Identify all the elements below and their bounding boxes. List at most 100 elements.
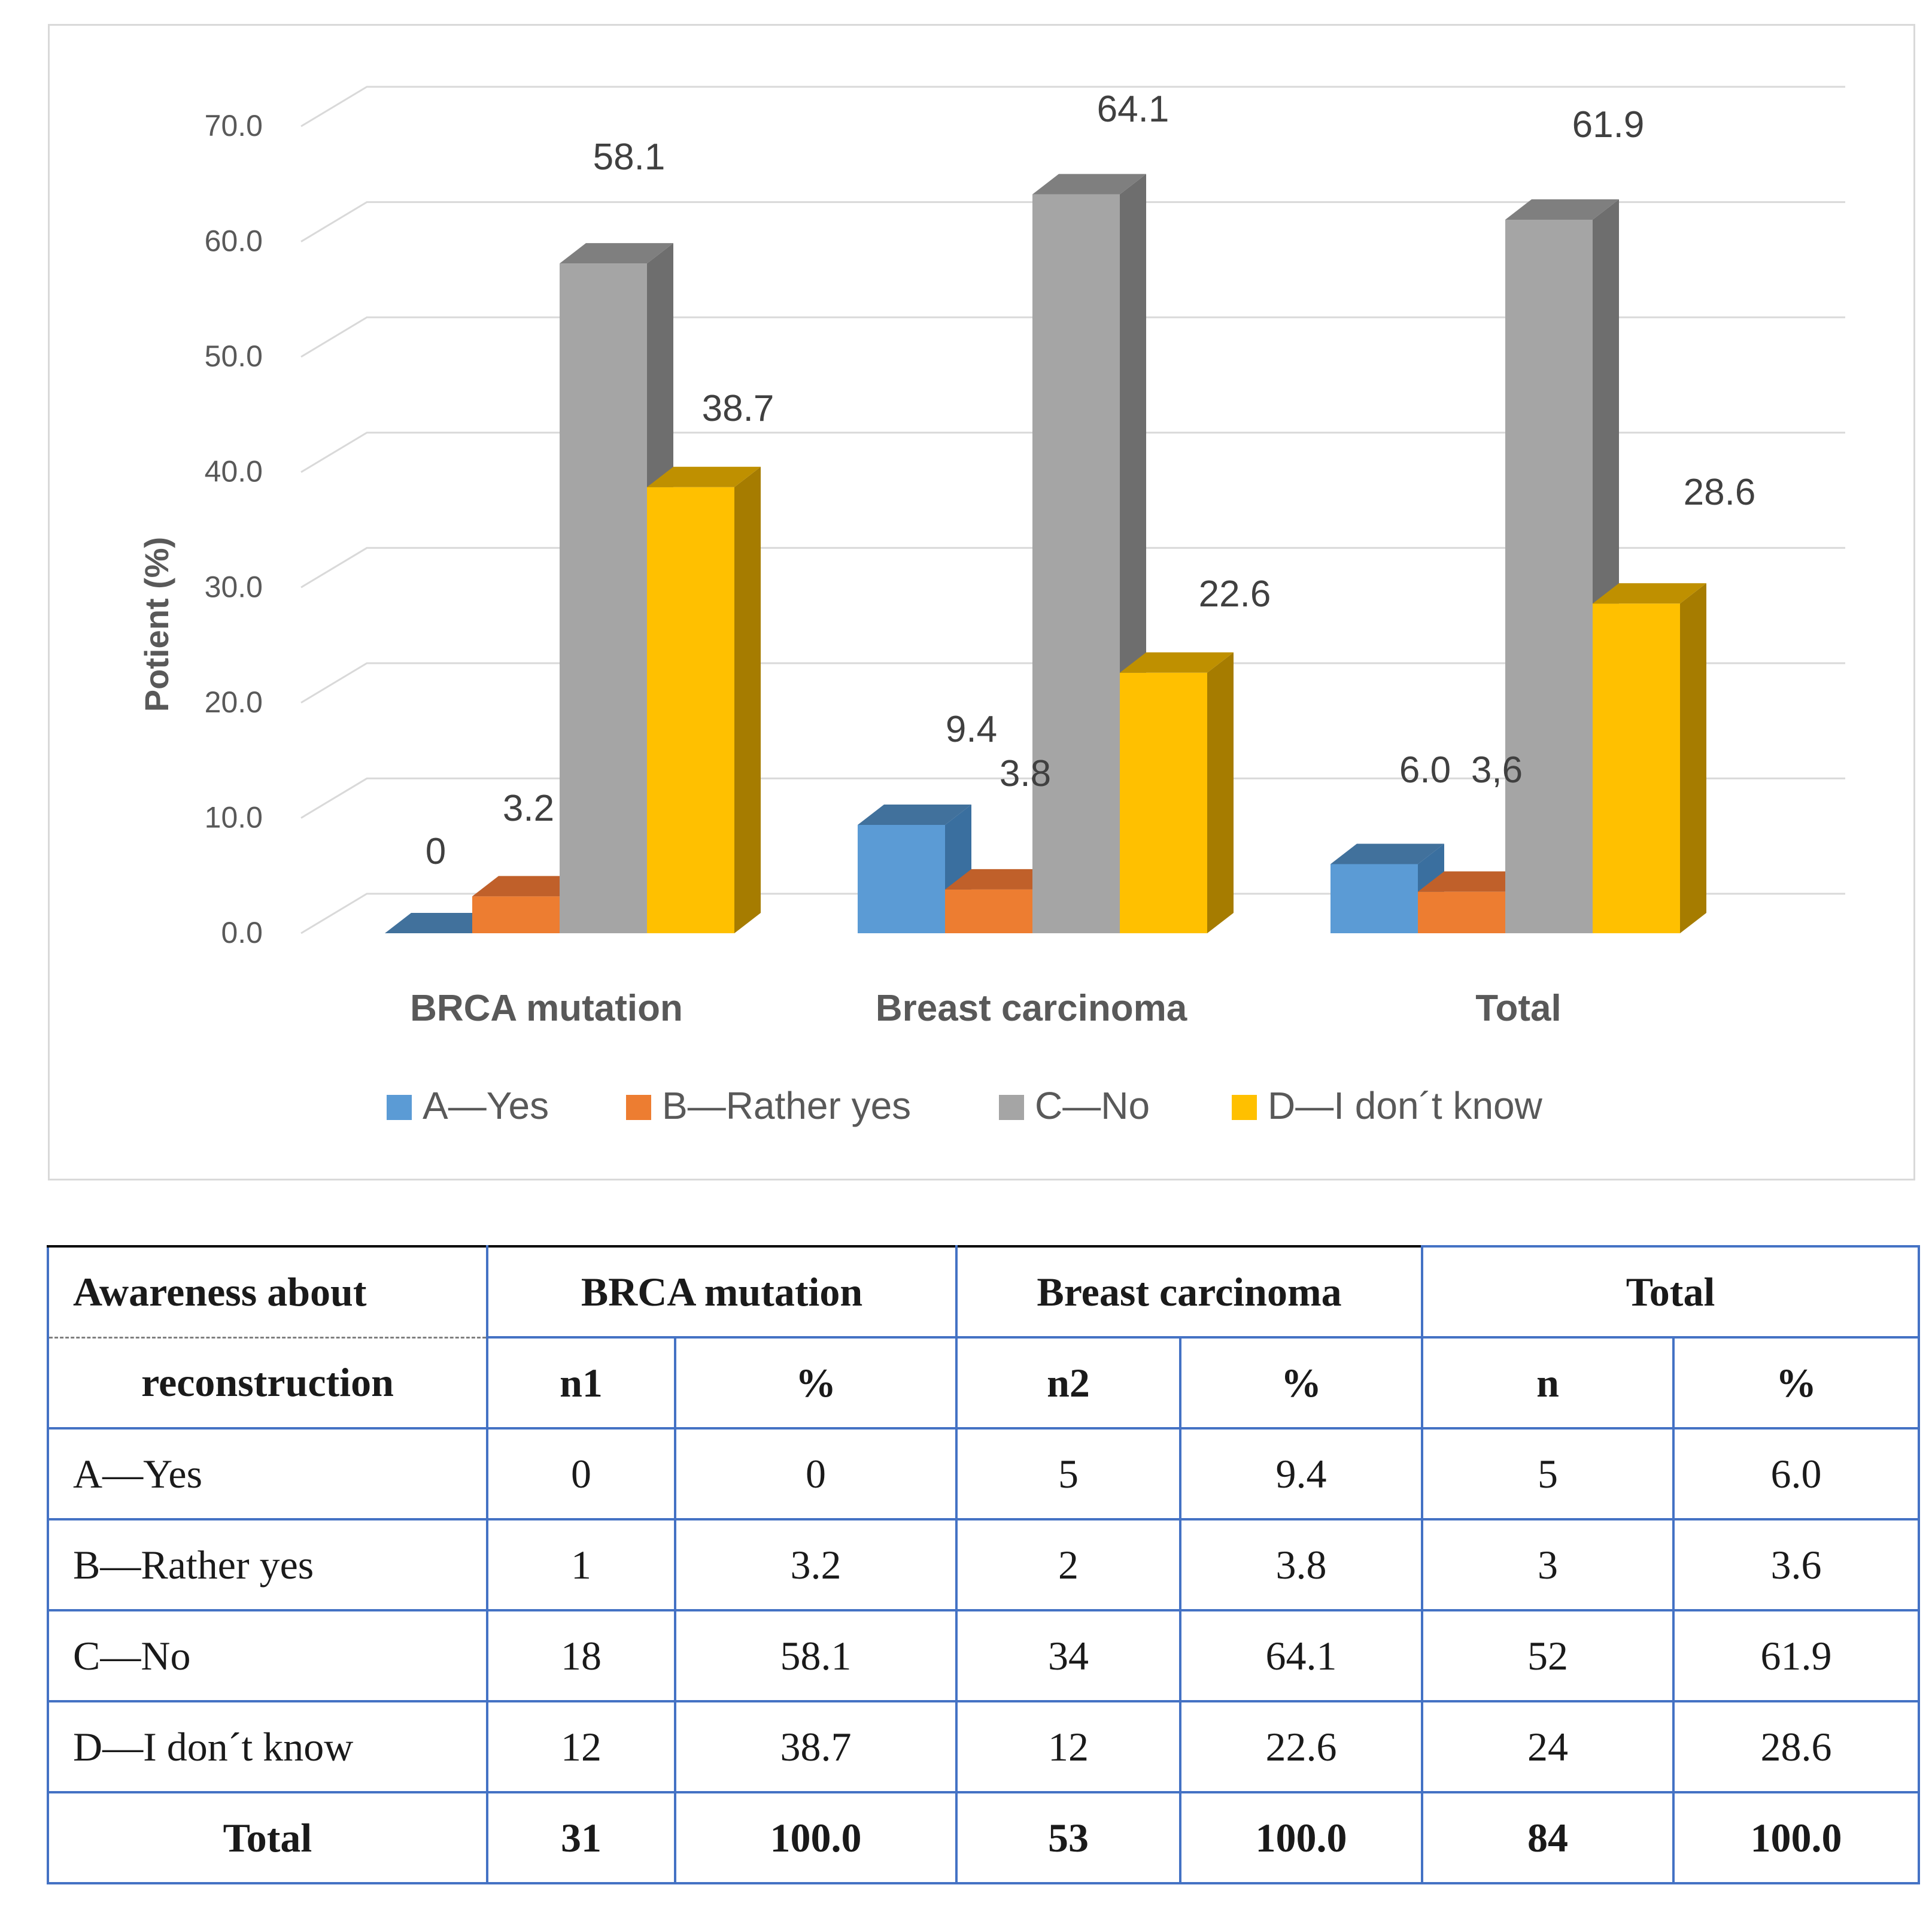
bar-top	[385, 913, 499, 933]
table-cell: 0	[673, 1427, 958, 1520]
bar	[1418, 891, 1505, 933]
table-cell: 52	[1421, 1609, 1675, 1702]
bar	[1330, 864, 1418, 933]
awareness-table: Awareness about BRCA mutation Breast car…	[47, 1245, 1921, 1884]
legend-swatch	[387, 1095, 412, 1120]
table-cell: 58.1	[673, 1609, 958, 1702]
table-cell: 2	[955, 1518, 1181, 1611]
data-label: 0	[426, 831, 446, 872]
table-cell: 64.1	[1179, 1609, 1424, 1702]
table-cell: 12	[955, 1700, 1181, 1793]
total-label: Total	[47, 1791, 488, 1884]
y-tick-label: 30.0	[205, 570, 263, 603]
y-tick-label: 60.0	[205, 224, 263, 258]
bar-top	[472, 876, 586, 897]
data-label: 3,6	[1471, 749, 1523, 791]
table-cell: 18	[486, 1609, 676, 1702]
gridline	[300, 201, 1845, 242]
legend-label: A—Yes	[423, 1084, 549, 1127]
y-tick-label: 0.0	[221, 916, 263, 949]
total-cell: 100.0	[1179, 1791, 1424, 1884]
table-header-row-1: Awareness about BRCA mutation Breast car…	[47, 1245, 1921, 1339]
legend-swatch	[999, 1095, 1024, 1120]
bar-top	[945, 869, 1059, 890]
table-cell: 0	[486, 1427, 676, 1520]
gridline	[300, 86, 1845, 128]
table-cell: 1	[486, 1518, 676, 1611]
bar-top	[1330, 843, 1444, 864]
y-tick-label: 40.0	[205, 455, 263, 488]
bar-side	[1680, 583, 1706, 933]
bar	[472, 896, 560, 933]
legend-label: D—I don´t know	[1268, 1084, 1543, 1127]
legend-swatch	[1232, 1095, 1257, 1120]
y-tick-label: 70.0	[205, 109, 263, 142]
bar-top	[1593, 583, 1706, 604]
table-cell: 6.0	[1672, 1427, 1921, 1520]
y-tick-label: 20.0	[205, 685, 263, 719]
chart-panel: 0.0 10.0 20.0 30.0 40.0 50.0 60.0 70.0 Potient (…	[48, 24, 1915, 1180]
gridline	[300, 316, 1845, 358]
total-cell: 53	[955, 1791, 1181, 1884]
bar-top	[560, 243, 673, 264]
table-cell: 3.2	[673, 1518, 958, 1611]
bar-side	[1207, 652, 1234, 933]
bar	[1505, 219, 1593, 933]
bar-top	[647, 466, 761, 487]
header-n: n	[1421, 1336, 1675, 1430]
data-label: 58.1	[593, 136, 666, 178]
bar-top	[1505, 199, 1619, 220]
table-cell: 5	[1421, 1427, 1675, 1520]
bar-top	[1418, 871, 1532, 892]
data-label: 3.2	[503, 788, 554, 829]
category-label: BRCA mutation	[410, 988, 683, 1029]
bar-top	[1120, 652, 1234, 673]
bar	[560, 263, 647, 933]
bar	[1120, 672, 1207, 933]
table-cell: 5	[955, 1427, 1181, 1520]
category-label: Breast carcinoma	[876, 988, 1187, 1029]
gridline	[300, 777, 1845, 819]
bar	[1032, 194, 1120, 933]
table-cell: 3.6	[1672, 1518, 1921, 1611]
y-tick-label: 50.0	[205, 339, 263, 373]
data-label: 64.1	[1097, 89, 1169, 130]
data-label: 28.6	[1684, 472, 1756, 513]
header-total: Total	[1421, 1245, 1921, 1339]
table-row: D—I don´t know 12 38.7 12 22.6 24 28.6	[47, 1700, 1921, 1793]
bar-side	[734, 466, 761, 933]
bar-top	[858, 804, 971, 825]
total-cell: 100.0	[1672, 1791, 1921, 1884]
table-row: C—No 18 58.1 34 64.1 52 61.9	[47, 1609, 1921, 1702]
data-label: 22.6	[1199, 573, 1271, 615]
table-cell: 12	[486, 1700, 676, 1793]
bar	[647, 487, 734, 933]
header-n1: n1	[486, 1336, 676, 1430]
table-cell: 61.9	[1672, 1609, 1921, 1702]
row-label: C—No	[47, 1609, 488, 1702]
y-axis-title: Potient (%)	[138, 537, 175, 712]
data-label: 38.7	[702, 388, 774, 429]
table-total-row: Total 31 100.0 53 100.0 84 100.0	[47, 1791, 1921, 1884]
table-cell: 34	[955, 1609, 1181, 1702]
gridline	[300, 662, 1845, 704]
table-cell: 9.4	[1179, 1427, 1424, 1520]
category-label: Total	[1475, 988, 1562, 1029]
data-label: 61.9	[1572, 104, 1645, 145]
header-brca-mutation: BRCA mutation	[485, 1245, 958, 1339]
row-label: B—Rather yes	[47, 1518, 488, 1611]
bar	[858, 824, 945, 933]
data-label: 9.4	[946, 709, 997, 750]
header-n2: n2	[955, 1336, 1181, 1430]
row-label: D—I don´t know	[47, 1700, 488, 1793]
bar	[945, 889, 1032, 933]
gridline	[300, 432, 1845, 474]
data-label: 6.0	[1399, 749, 1451, 791]
table-row: B—Rather yes 1 3.2 2 3.8 3 3.6	[47, 1518, 1921, 1611]
data-label: 3.8	[1000, 753, 1051, 794]
gridline	[300, 547, 1845, 588]
row-label: A—Yes	[47, 1427, 488, 1520]
table-cell: 24	[1421, 1700, 1675, 1793]
total-cell: 84	[1421, 1791, 1675, 1884]
total-cell: 31	[486, 1791, 676, 1884]
